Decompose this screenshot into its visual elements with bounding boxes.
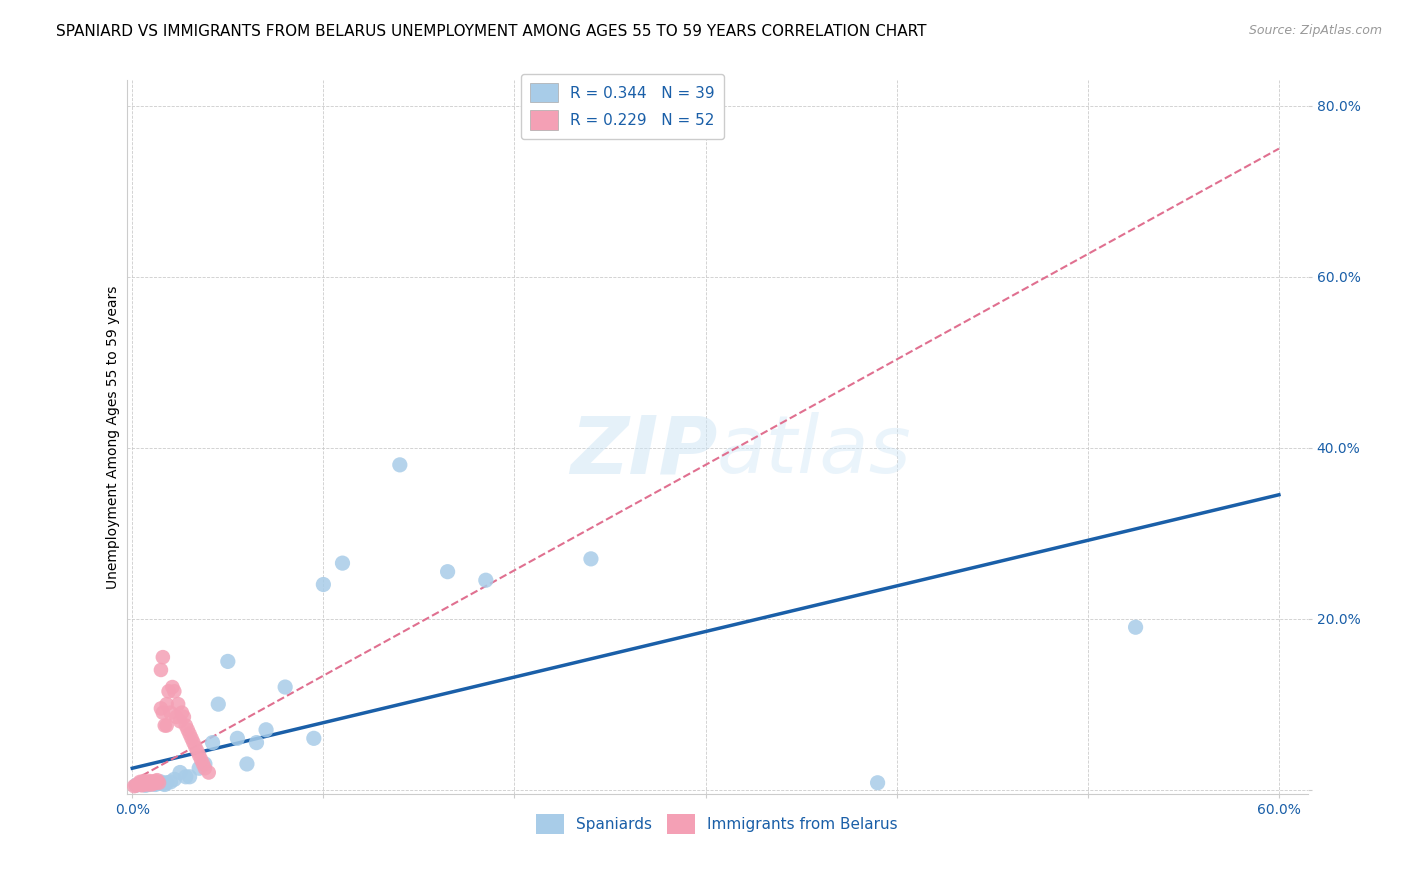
Point	[169, 765, 191, 780]
Point	[1125, 620, 1147, 634]
Point	[165, 710, 187, 724]
Point	[131, 778, 153, 792]
Point	[183, 736, 205, 750]
Point	[207, 697, 229, 711]
Point	[163, 684, 186, 698]
Point	[135, 777, 157, 791]
Point	[136, 777, 159, 791]
Point	[129, 777, 152, 791]
Point	[201, 736, 224, 750]
Point	[146, 775, 169, 789]
Point	[142, 777, 165, 791]
Point	[274, 680, 297, 694]
Point	[156, 718, 179, 732]
Point	[149, 663, 172, 677]
Point	[146, 773, 169, 788]
Point	[170, 706, 193, 720]
Point	[190, 753, 212, 767]
Legend: Spaniards, Immigrants from Belarus: Spaniards, Immigrants from Belarus	[530, 808, 904, 839]
Point	[194, 761, 217, 775]
Point	[157, 684, 180, 698]
Point	[245, 736, 267, 750]
Point	[153, 777, 176, 791]
Point	[131, 777, 153, 791]
Point	[132, 774, 155, 789]
Point	[188, 748, 211, 763]
Point	[129, 775, 152, 789]
Point	[254, 723, 277, 737]
Point	[153, 718, 176, 732]
Point	[388, 458, 411, 472]
Point	[129, 777, 152, 791]
Point	[156, 697, 179, 711]
Point	[132, 777, 155, 791]
Point	[179, 727, 201, 741]
Point	[136, 776, 159, 790]
Point	[197, 765, 219, 780]
Point	[180, 731, 202, 746]
Text: ZIP: ZIP	[569, 412, 717, 491]
Point	[149, 701, 172, 715]
Point	[156, 776, 179, 790]
Point	[236, 756, 259, 771]
Point	[176, 723, 198, 737]
Point	[142, 777, 165, 791]
Text: atlas: atlas	[717, 412, 912, 491]
Point	[152, 650, 174, 665]
Point	[866, 776, 889, 790]
Point	[217, 654, 239, 668]
Point	[146, 777, 169, 791]
Point	[143, 774, 166, 789]
Point	[174, 770, 197, 784]
Point	[194, 756, 217, 771]
Point	[169, 714, 191, 729]
Point	[141, 776, 163, 790]
Point	[152, 706, 174, 720]
Point	[127, 777, 149, 791]
Point	[136, 777, 159, 791]
Point	[131, 776, 153, 790]
Point	[135, 775, 157, 789]
Point	[159, 706, 181, 720]
Point	[141, 775, 163, 789]
Text: SPANIARD VS IMMIGRANTS FROM BELARUS UNEMPLOYMENT AMONG AGES 55 TO 59 YEARS CORRE: SPANIARD VS IMMIGRANTS FROM BELARUS UNEM…	[56, 24, 927, 39]
Point	[579, 552, 602, 566]
Point	[159, 775, 181, 789]
Point	[125, 778, 148, 792]
Point	[143, 776, 166, 790]
Point	[125, 778, 148, 792]
Point	[138, 777, 160, 791]
Point	[138, 774, 160, 789]
Point	[436, 565, 458, 579]
Point	[173, 710, 195, 724]
Point	[174, 718, 197, 732]
Point	[149, 775, 172, 789]
Point	[122, 779, 145, 793]
Point	[475, 573, 498, 587]
Point	[143, 777, 166, 791]
Point	[162, 680, 184, 694]
Point	[188, 761, 211, 775]
Point	[302, 731, 325, 746]
Point	[135, 778, 157, 792]
Y-axis label: Unemployment Among Ages 55 to 59 years: Unemployment Among Ages 55 to 59 years	[105, 285, 120, 589]
Point	[163, 772, 186, 787]
Point	[167, 697, 190, 711]
Point	[191, 756, 214, 771]
Point	[312, 577, 335, 591]
Point	[184, 739, 207, 754]
Point	[152, 777, 174, 791]
Point	[141, 777, 163, 791]
Point	[138, 777, 160, 791]
Point	[132, 776, 155, 790]
Point	[186, 744, 208, 758]
Point	[179, 770, 201, 784]
Text: Source: ZipAtlas.com: Source: ZipAtlas.com	[1249, 24, 1382, 37]
Point	[148, 776, 170, 790]
Point	[226, 731, 249, 746]
Point	[332, 556, 354, 570]
Point	[142, 775, 165, 789]
